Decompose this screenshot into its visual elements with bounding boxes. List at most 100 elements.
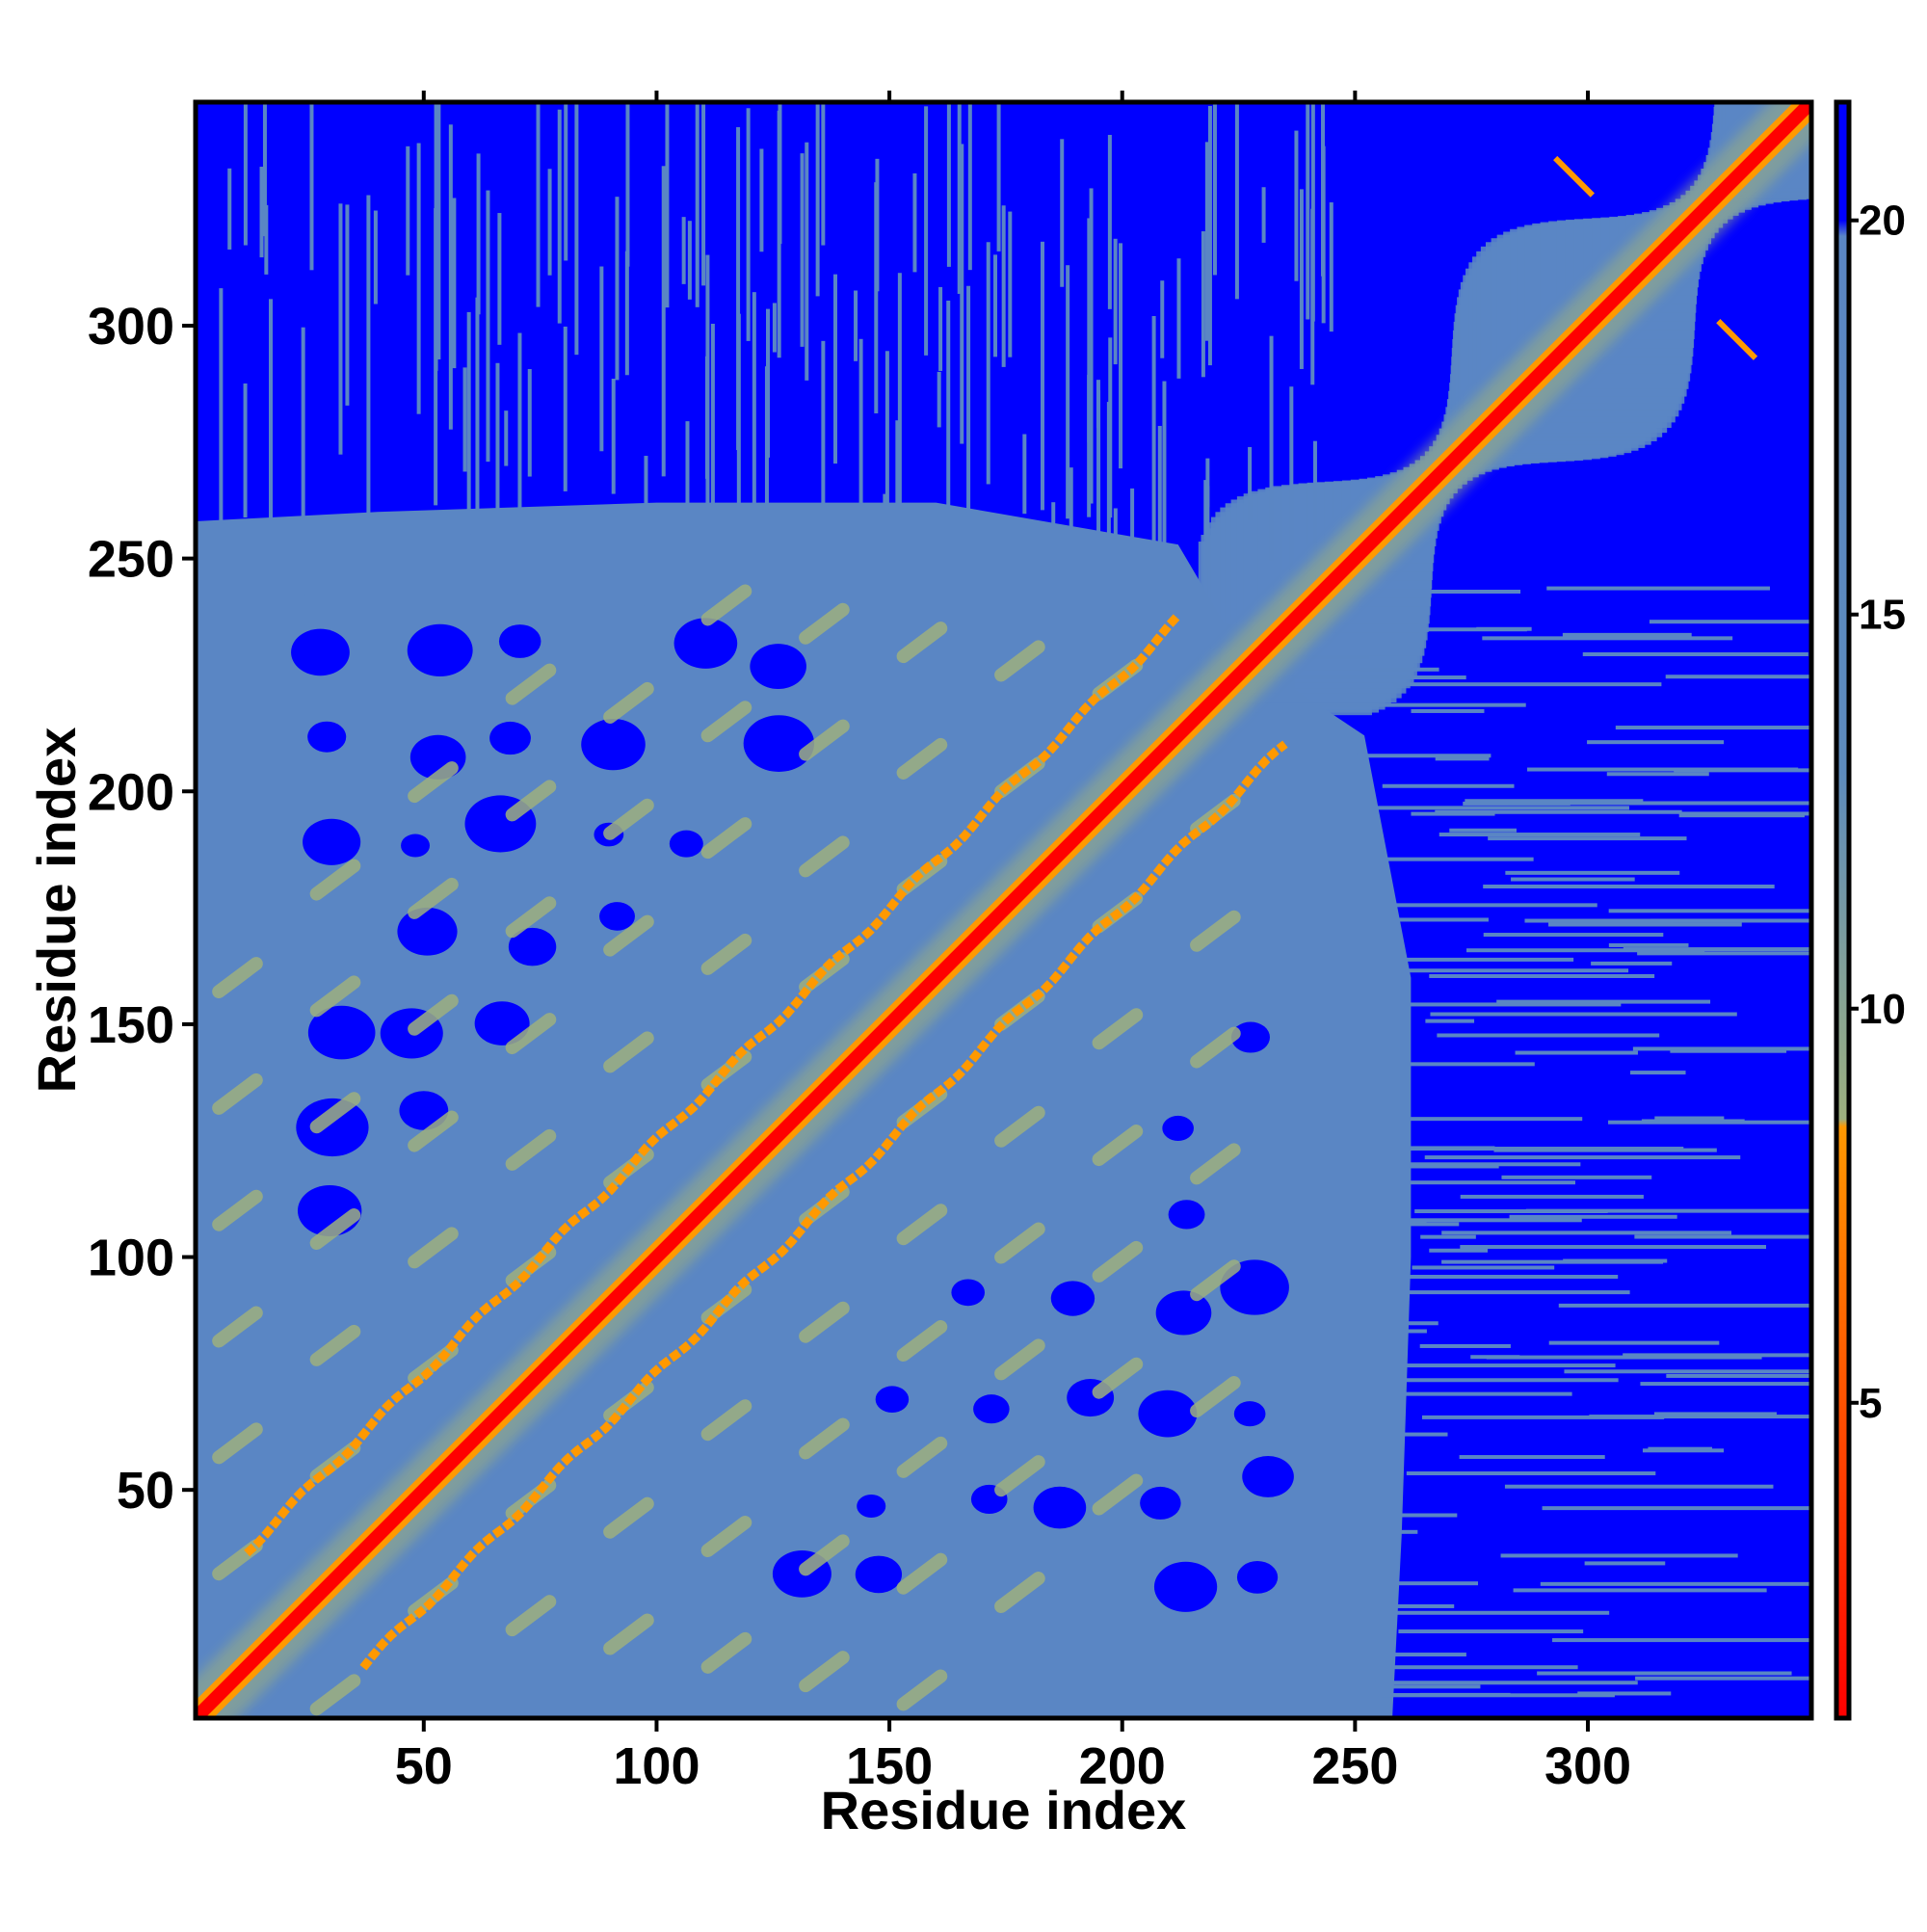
domain-edge-stripe-vertical xyxy=(1329,202,1333,332)
mid-distance-streak xyxy=(700,817,752,860)
domain-edge-stripe-vertical xyxy=(960,144,964,444)
domain-edge-stripe-horizontal xyxy=(1316,1665,1578,1670)
domain-edge-stripe-vertical xyxy=(557,109,562,324)
domain-edge-stripe-vertical xyxy=(322,516,327,597)
domain-edge-stripe-vertical xyxy=(497,213,502,345)
domain-edge-stripe-vertical xyxy=(495,362,500,596)
domain-edge-stripe-horizontal xyxy=(1311,1329,1427,1334)
domain-edge-stripe-vertical xyxy=(1294,130,1299,281)
domain-edge-stripe-vertical xyxy=(993,254,998,357)
x-axis-label: Residue index xyxy=(821,1780,1187,1840)
mid-distance-streak xyxy=(1092,1125,1144,1167)
domain-edge-stripe-horizontal xyxy=(1505,870,1680,875)
domain-edge-stripe-horizontal xyxy=(1540,1581,1811,1586)
domain-edge-stripe-vertical xyxy=(452,198,457,369)
low-contact-patch xyxy=(750,644,806,689)
domain-edge-stripe-horizontal xyxy=(1381,1581,1478,1586)
domain-edge-stripe-horizontal xyxy=(1501,1175,1652,1179)
domain-edge-stripe-horizontal xyxy=(1589,1415,1811,1419)
domain-edge-stripe-vertical xyxy=(858,338,863,507)
domain-edge-stripe-vertical xyxy=(466,311,471,535)
mid-distance-streak xyxy=(1190,1259,1241,1302)
domain-edge-stripe-vertical xyxy=(777,110,781,358)
x-tick-label: 100 xyxy=(613,1737,700,1795)
domain-edge-stripe-horizontal xyxy=(1465,799,1644,804)
domain-edge-stripe-vertical xyxy=(434,207,438,506)
domain-edge-stripe-vertical xyxy=(1087,218,1092,443)
domain-edge-stripe-vertical xyxy=(1203,480,1208,539)
heatmap-plot-area xyxy=(196,102,1811,1718)
domain-edge-stripe-horizontal xyxy=(1637,951,1811,956)
domain-edge-stripe-vertical xyxy=(1321,102,1326,277)
domain-edge-stripe-vertical xyxy=(1207,106,1212,366)
low-contact-patch xyxy=(508,927,557,966)
domain-edge-stripe-vertical xyxy=(504,410,509,466)
low-contact-patch xyxy=(474,1001,530,1045)
domain-edge-stripe-horizontal xyxy=(1459,1455,1605,1460)
low-contact-patch xyxy=(857,1494,886,1519)
mid-distance-streak xyxy=(700,1516,752,1558)
domain-edge-stripe-vertical xyxy=(1204,142,1209,341)
domain-edge-stripe-horizontal xyxy=(1608,909,1811,913)
low-contact-patch xyxy=(307,1005,376,1060)
domain-edge-stripe-horizontal xyxy=(1430,1012,1737,1017)
domain-edge-stripe-vertical xyxy=(764,366,769,572)
low-contact-patch xyxy=(489,721,531,755)
low-contact-patch xyxy=(1140,1486,1181,1520)
domain-edge-stripe-vertical xyxy=(986,242,990,485)
domain-edge-stripe-horizontal xyxy=(1546,586,1770,591)
mid-distance-streak xyxy=(212,1072,263,1115)
mid-distance-streak xyxy=(505,1595,557,1637)
domain-edge-stripe-horizontal xyxy=(1275,1180,1575,1185)
domain-edge-stripe-vertical xyxy=(1160,280,1165,358)
domain-edge-stripe-vertical xyxy=(1312,440,1317,558)
domain-edge-stripe-horizontal xyxy=(1527,767,1799,772)
domain-edge-stripe-vertical xyxy=(759,148,764,252)
domain-edge-stripe-vertical xyxy=(243,102,248,246)
domain-edge-stripe-horizontal xyxy=(1437,1033,1660,1038)
domain-edge-stripe-horizontal xyxy=(1357,754,1491,758)
domain-edge-stripe-horizontal xyxy=(1670,1048,1787,1053)
domain-edge-stripe-horizontal xyxy=(1482,636,1733,641)
domain-edge-stripe-horizontal xyxy=(1298,655,1370,660)
mid-distance-streak xyxy=(309,859,361,901)
domain-edge-stripe-horizontal xyxy=(1419,1692,1511,1697)
domain-edge-stripe-horizontal xyxy=(1470,1355,1520,1360)
domain-edge-stripe-horizontal xyxy=(1356,1162,1581,1167)
mid-distance-streak xyxy=(994,1222,1045,1264)
low-contact-patch xyxy=(1050,1281,1095,1316)
low-contact-patch xyxy=(1155,1290,1212,1336)
colorbar-tick-label: 10 xyxy=(1859,986,1906,1033)
domain-edge-stripe-horizontal xyxy=(1509,1214,1677,1219)
domain-edge-stripe-vertical xyxy=(746,108,751,341)
domain-edge-stripe-vertical xyxy=(345,204,350,406)
mid-distance-streak xyxy=(603,1613,654,1655)
domain-edge-stripe-vertical xyxy=(625,102,630,267)
domain-edge-stripe-vertical xyxy=(506,516,511,614)
domain-edge-stripe-vertical xyxy=(1151,315,1156,590)
domain-edge-stripe-vertical xyxy=(1001,205,1006,367)
x-tick-label: 250 xyxy=(1311,1737,1398,1795)
parallel-contact-band xyxy=(244,612,1182,1557)
low-contact-patch xyxy=(1138,1389,1198,1438)
domain-edge-stripe-vertical xyxy=(884,351,889,574)
mid-distance-streak xyxy=(408,877,459,919)
domain-edge-stripe-vertical xyxy=(227,168,232,250)
domain-edge-stripe-vertical xyxy=(966,285,971,580)
domain-edge-stripe-horizontal xyxy=(1429,973,1655,978)
x-tick-label: 300 xyxy=(1544,1737,1631,1795)
mid-distance-streak xyxy=(505,780,557,822)
low-contact-patch xyxy=(407,623,473,677)
domain-edge-stripe-horizontal xyxy=(1439,833,1641,837)
domain-edge-stripe-horizontal xyxy=(1382,783,1515,788)
mid-distance-streak xyxy=(408,993,459,1036)
domain-edge-stripe-vertical xyxy=(704,356,709,479)
x-tick-label: 150 xyxy=(846,1737,933,1795)
parallel-contact-band xyxy=(359,740,1288,1671)
domain-edge-stripe-vertical xyxy=(1119,243,1123,469)
domain-edge-stripe-vertical xyxy=(262,102,267,237)
domain-edge-stripe-vertical xyxy=(338,203,343,455)
domain-edge-stripe-horizontal xyxy=(1309,1062,1535,1067)
mid-distance-streak xyxy=(896,622,948,664)
